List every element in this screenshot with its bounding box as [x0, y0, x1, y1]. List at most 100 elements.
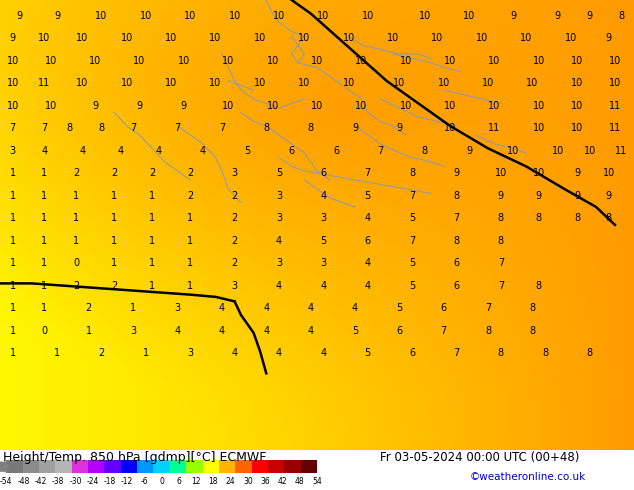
Text: 5: 5 — [409, 281, 415, 291]
Bar — [186, 460, 202, 473]
Bar — [252, 460, 268, 473]
Text: 4: 4 — [117, 146, 124, 156]
Text: 11: 11 — [609, 101, 621, 111]
Text: 9: 9 — [92, 101, 98, 111]
Text: Height/Temp. 850 hPa [gdmp][°C] ECMWF: Height/Temp. 850 hPa [gdmp][°C] ECMWF — [3, 451, 266, 464]
Text: 10: 10 — [38, 33, 51, 43]
Text: 9: 9 — [10, 33, 16, 43]
Text: 9: 9 — [555, 11, 561, 21]
Text: 6: 6 — [453, 258, 460, 268]
Text: 6: 6 — [333, 146, 339, 156]
Text: 10: 10 — [133, 56, 146, 66]
Text: 7: 7 — [409, 191, 415, 201]
Text: 7: 7 — [174, 123, 181, 133]
Text: 1: 1 — [41, 168, 48, 178]
Text: -38: -38 — [52, 477, 64, 486]
Text: 10: 10 — [76, 78, 89, 88]
Text: 10: 10 — [254, 33, 266, 43]
Text: 5: 5 — [320, 236, 327, 245]
Text: 10: 10 — [571, 123, 583, 133]
Text: 3: 3 — [130, 326, 136, 336]
Text: 6: 6 — [409, 348, 415, 358]
Bar — [301, 460, 317, 473]
Text: 9: 9 — [510, 11, 517, 21]
Text: 10: 10 — [571, 56, 583, 66]
Text: 10: 10 — [533, 56, 545, 66]
Text: 9: 9 — [54, 11, 60, 21]
Text: 10: 10 — [488, 101, 501, 111]
Text: 6: 6 — [365, 236, 371, 245]
Text: 1: 1 — [41, 191, 48, 201]
Text: 10: 10 — [266, 56, 279, 66]
Text: 10: 10 — [552, 146, 564, 156]
Text: 10: 10 — [165, 33, 178, 43]
Bar — [268, 460, 284, 473]
Text: 1: 1 — [10, 281, 16, 291]
Text: 4: 4 — [307, 303, 314, 313]
Text: 10: 10 — [507, 146, 520, 156]
Text: 10: 10 — [44, 101, 57, 111]
Text: 8: 8 — [307, 123, 314, 133]
Text: 8: 8 — [542, 348, 548, 358]
Text: 10: 10 — [488, 56, 501, 66]
Text: 18: 18 — [209, 477, 218, 486]
Text: 7: 7 — [10, 123, 16, 133]
Text: -6: -6 — [141, 477, 148, 486]
Text: 2: 2 — [73, 168, 79, 178]
Text: 1: 1 — [149, 191, 155, 201]
Text: 10: 10 — [76, 33, 89, 43]
Text: 1: 1 — [149, 236, 155, 245]
Text: 4: 4 — [365, 258, 371, 268]
Text: 4: 4 — [276, 236, 282, 245]
Text: 8: 8 — [98, 123, 105, 133]
Text: 10: 10 — [6, 56, 19, 66]
Text: 10: 10 — [463, 11, 476, 21]
Text: 10: 10 — [254, 78, 266, 88]
Text: 9: 9 — [605, 191, 612, 201]
Text: Fr 03-05-2024 00:00 UTC (00+48): Fr 03-05-2024 00:00 UTC (00+48) — [380, 451, 579, 464]
Text: 2: 2 — [187, 168, 193, 178]
Text: 7: 7 — [365, 168, 371, 178]
Text: 9: 9 — [396, 123, 403, 133]
Text: 7: 7 — [130, 123, 136, 133]
Text: -48: -48 — [17, 477, 30, 486]
Text: ©weatheronline.co.uk: ©weatheronline.co.uk — [469, 472, 585, 482]
Text: 1: 1 — [149, 281, 155, 291]
Text: 5: 5 — [244, 146, 250, 156]
Text: 6: 6 — [453, 281, 460, 291]
Text: 4: 4 — [365, 213, 371, 223]
Text: 5: 5 — [365, 191, 371, 201]
Text: 10: 10 — [228, 11, 241, 21]
Text: 10: 10 — [495, 168, 507, 178]
Text: 1: 1 — [73, 236, 79, 245]
Text: 1: 1 — [73, 213, 79, 223]
Text: -30: -30 — [69, 477, 82, 486]
Text: 9: 9 — [16, 11, 22, 21]
Text: 0: 0 — [159, 477, 164, 486]
Text: 1: 1 — [187, 236, 193, 245]
Bar — [6, 460, 23, 473]
Text: 8: 8 — [574, 213, 580, 223]
FancyArrow shape — [0, 460, 10, 473]
Text: 3: 3 — [174, 303, 181, 313]
Bar — [121, 460, 137, 473]
Text: 4: 4 — [231, 348, 238, 358]
Text: 7: 7 — [498, 281, 504, 291]
Text: -18: -18 — [104, 477, 116, 486]
Text: 5: 5 — [409, 213, 415, 223]
Text: 4: 4 — [219, 303, 225, 313]
Text: 10: 10 — [6, 101, 19, 111]
Bar — [105, 460, 121, 473]
Text: 10: 10 — [6, 78, 19, 88]
Text: 10: 10 — [311, 101, 323, 111]
Text: 1: 1 — [10, 326, 16, 336]
Text: 10: 10 — [120, 33, 133, 43]
Text: 4: 4 — [200, 146, 206, 156]
Bar — [153, 460, 170, 473]
Text: 4: 4 — [219, 326, 225, 336]
Text: 10: 10 — [165, 78, 178, 88]
Text: 9: 9 — [536, 191, 542, 201]
Text: 8: 8 — [453, 236, 460, 245]
Text: 3: 3 — [231, 281, 238, 291]
Bar — [235, 460, 252, 473]
